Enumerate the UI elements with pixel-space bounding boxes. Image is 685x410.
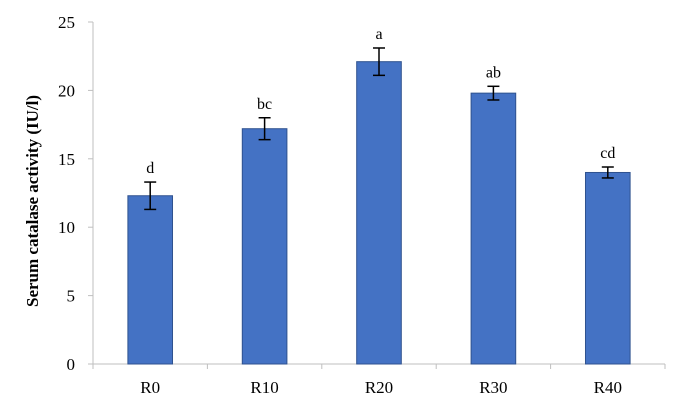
significance-letter: cd: [600, 145, 615, 162]
bar: [127, 195, 174, 365]
x-tick-label: R20: [365, 378, 393, 397]
bar: [584, 171, 631, 365]
x-tick-label: R40: [594, 378, 622, 397]
bars: d bc a ab cd: [127, 26, 631, 365]
y-axis-ticks: 0 5 10 15 20 25: [58, 13, 93, 374]
significance-letter: ab: [486, 64, 501, 81]
significance-letter: bc: [257, 96, 272, 113]
x-axis-ticks: R0 R10 R20 R30 R40: [92, 364, 666, 397]
bar: [241, 128, 288, 365]
significance-letter: d: [146, 160, 154, 177]
x-tick-label: R10: [250, 378, 278, 397]
bar: [470, 92, 517, 365]
y-tick-label: 10: [58, 218, 75, 237]
x-tick-label: R30: [479, 378, 507, 397]
y-tick-label: 15: [58, 150, 75, 169]
significance-letter: a: [375, 26, 382, 43]
y-tick-label: 5: [67, 287, 76, 306]
y-tick-label: 0: [67, 355, 76, 374]
y-tick-label: 25: [58, 13, 75, 32]
y-axis-title: Serum catalase activity (IU/l): [23, 95, 42, 307]
bar: [356, 61, 402, 365]
y-tick-label: 20: [58, 81, 75, 100]
x-tick-label: R0: [140, 378, 160, 397]
